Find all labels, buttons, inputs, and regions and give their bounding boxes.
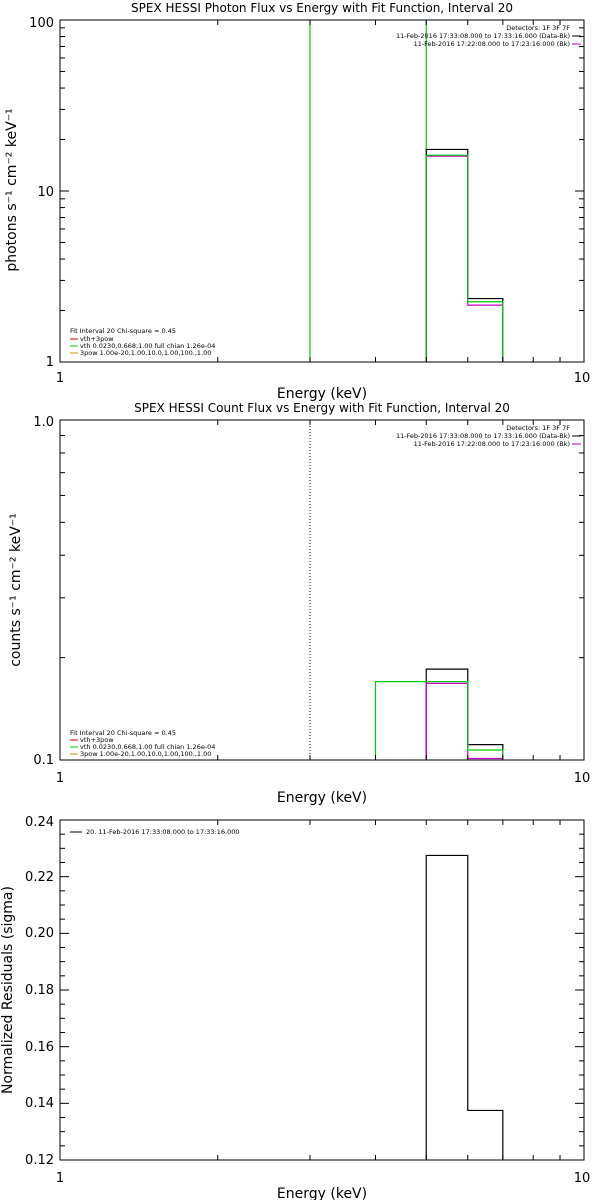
- x-tick-label: 1: [56, 1171, 64, 1186]
- chart-title: SPEX HESSI Count Flux vs Energy with Fit…: [134, 401, 510, 415]
- legend-top: Detectors: 1F 3F 7F 11-Feb-2016 17:33:08…: [396, 24, 581, 48]
- photon-flux-panel: SPEX HESSI Photon Flux vs Energy with Fi…: [4, 1, 590, 402]
- x-tick-label: 1: [56, 771, 64, 786]
- y-axis-label: photons s⁻¹ cm⁻² keV⁻¹: [4, 108, 20, 271]
- count-flux-panel: SPEX HESSI Count Flux vs Energy with Fit…: [8, 401, 590, 806]
- legend-label: 3pow 1.00e-20,1.00,10.0,1.00,100.,1.00: [80, 750, 211, 758]
- x-tick-label: 1: [56, 371, 64, 386]
- legend-label: vth 0.0230,0.668,1.00 full chian 1.26e-0…: [80, 743, 215, 751]
- x-tick-label: 10: [574, 1171, 591, 1186]
- x-tick-label: 10: [574, 771, 591, 786]
- series-step-line: [425, 682, 504, 760]
- legend-header: Detectors: 1F 3F 7F: [506, 24, 570, 32]
- y-tick-label: 0.22: [25, 870, 54, 885]
- legend-header: Fit Interval 20 Chi-square = 0.45: [70, 327, 176, 335]
- y-tick-label: 1: [46, 355, 54, 370]
- legend-label: 20. 11-Feb-2016 17:33:08.000 to 17:33:16…: [86, 828, 239, 836]
- y-tick-label: 0.20: [25, 926, 54, 941]
- legend-label: 11-Feb-2016 17:33:08.000 to 17:33:16.000…: [396, 432, 570, 440]
- x-tick-label: 10: [574, 371, 591, 386]
- chart-title: SPEX HESSI Photon Flux vs Energy with Fi…: [131, 1, 513, 15]
- legend-top: 20. 11-Feb-2016 17:33:08.000 to 17:33:16…: [70, 828, 239, 836]
- y-tick-label: 0.16: [25, 1040, 54, 1055]
- y-tick-label: 0.1: [33, 753, 54, 768]
- legend-label: vth 0.0230,0.668,1.00 full chian 1.26e-0…: [80, 342, 215, 350]
- series-step-line: [425, 155, 504, 362]
- series-step-line: [374, 681, 504, 760]
- series-step-line: [425, 154, 504, 362]
- legend-label: vth+3pow: [80, 736, 114, 744]
- residuals-panel: 1 10 0.12 0.14 0.16 0.18 0.20 0.22 0.24 …: [0, 815, 590, 1200]
- plot-frame: [59, 19, 585, 363]
- legend-label: 11-Feb-2016 17:22:08.000 to 17:23:16.000…: [414, 440, 570, 448]
- series-step-line: [425, 148, 504, 362]
- legend-label: 3pow 1.00e-20,1.00,10.0,1.00,100.,1.00: [80, 349, 211, 357]
- legend-label: vth+3pow: [80, 335, 114, 343]
- legend-header: Fit Interval 20 Chi-square = 0.45: [70, 729, 176, 737]
- y-tick-label: 0.14: [25, 1096, 54, 1111]
- plot-frame: [59, 419, 585, 761]
- y-tick-label: 100: [29, 16, 54, 31]
- legend-bottom: Fit Interval 20 Chi-square = 0.45 vth+3p…: [70, 729, 215, 758]
- legend-label: 11-Feb-2016 17:22:08.000 to 17:23:16.000…: [414, 40, 570, 48]
- x-axis-label: Energy (keV): [277, 790, 367, 806]
- x-axis-label: Energy (keV): [277, 1186, 367, 1200]
- y-axis-label: counts s⁻¹ cm⁻² keV⁻¹: [8, 513, 24, 667]
- y-tick-label: 0.12: [25, 1153, 54, 1168]
- y-tick-label: 1.0: [33, 415, 54, 430]
- y-tick-label: 10: [37, 185, 54, 200]
- y-tick-label: 0.18: [25, 983, 54, 998]
- x-axis-label: Energy (keV): [277, 386, 367, 402]
- plot-frame: [59, 819, 585, 1161]
- y-axis-label: Normalized Residuals (sigma): [0, 886, 16, 1094]
- legend-label: 11-Feb-2016 17:33:08.000 to 17:33:16.000…: [396, 32, 570, 40]
- legend-top: Detectors: 1F 3F 7F 11-Feb-2016 17:33:08…: [396, 424, 581, 448]
- series-step-line: [425, 854, 504, 1160]
- series-step-line: [425, 668, 504, 760]
- legend-bottom: Fit Interval 20 Chi-square = 0.45 vth+3p…: [70, 327, 215, 357]
- y-tick-label: 0.24: [25, 815, 54, 830]
- legend-header: Detectors: 1F 3F 7F: [506, 424, 570, 432]
